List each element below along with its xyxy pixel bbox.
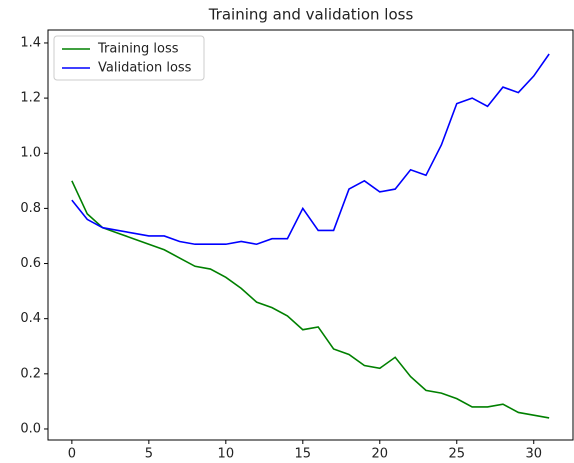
plot-frame — [47, 29, 574, 441]
x-tick-label: 10 — [218, 447, 235, 462]
x-tick-label: 15 — [295, 447, 312, 462]
legend-box — [53, 35, 205, 81]
y-tick-label: 0.6 — [20, 256, 41, 271]
x-tick-label: 5 — [145, 447, 153, 462]
legend-label: Training loss — [97, 42, 179, 57]
chart-title: Training and validation loss — [208, 6, 414, 24]
x-tick-label: 0 — [68, 447, 76, 462]
y-tick-label: 1.0 — [20, 146, 41, 161]
y-tick-label: 0.8 — [20, 201, 41, 216]
y-tick-label: 0.2 — [20, 366, 41, 381]
x-tick-label: 30 — [525, 447, 542, 462]
y-tick-label: 0.0 — [20, 421, 41, 436]
line-series — [71, 53, 550, 246]
y-tick-label: 1.4 — [20, 35, 41, 50]
x-tick-label: 20 — [372, 447, 389, 462]
y-tick-label: 0.4 — [20, 311, 41, 326]
line-series — [71, 180, 550, 419]
legend-label: Validation loss — [98, 61, 192, 76]
x-tick-label: 25 — [448, 447, 465, 462]
y-tick-label: 1.2 — [20, 91, 41, 106]
